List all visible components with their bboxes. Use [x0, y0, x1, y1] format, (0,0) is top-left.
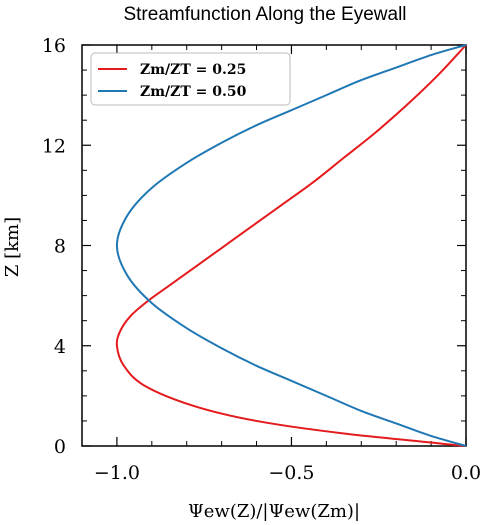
series-line-1: [115, 44, 467, 447]
series-line-2: [115, 44, 467, 447]
x-axis-label: Ψew(Z)/|Ψew(Zm)|: [188, 501, 360, 522]
series-group: [115, 44, 467, 447]
y-tick-label: 8: [54, 236, 66, 258]
legend-label-1: Zm/ZT = 0.25: [140, 62, 246, 78]
y-tick-label: 0: [54, 436, 66, 458]
x-tick-label: −1.0: [94, 462, 140, 484]
y-axis-label: Z [km]: [2, 217, 23, 277]
x-tick-label: −0.5: [268, 462, 314, 484]
x-axis-ticks: −1.0 −0.5 0.0: [81, 45, 481, 484]
x-tick-label: 0.0: [451, 462, 481, 484]
chart-title: Streamfunction Along the Eyewall: [123, 4, 406, 25]
legend-box: [90, 52, 291, 106]
y-tick-label: 16: [42, 35, 66, 57]
y-tick-label: 4: [54, 336, 66, 358]
legend-label-2: Zm/ZT = 0.50: [140, 84, 247, 100]
y-tick-label: 12: [42, 135, 66, 157]
legend: Zm/ZT = 0.25 Zm/ZT = 0.50: [90, 52, 291, 106]
y-axis-ticks: 0 4 8 12 16: [42, 35, 466, 458]
